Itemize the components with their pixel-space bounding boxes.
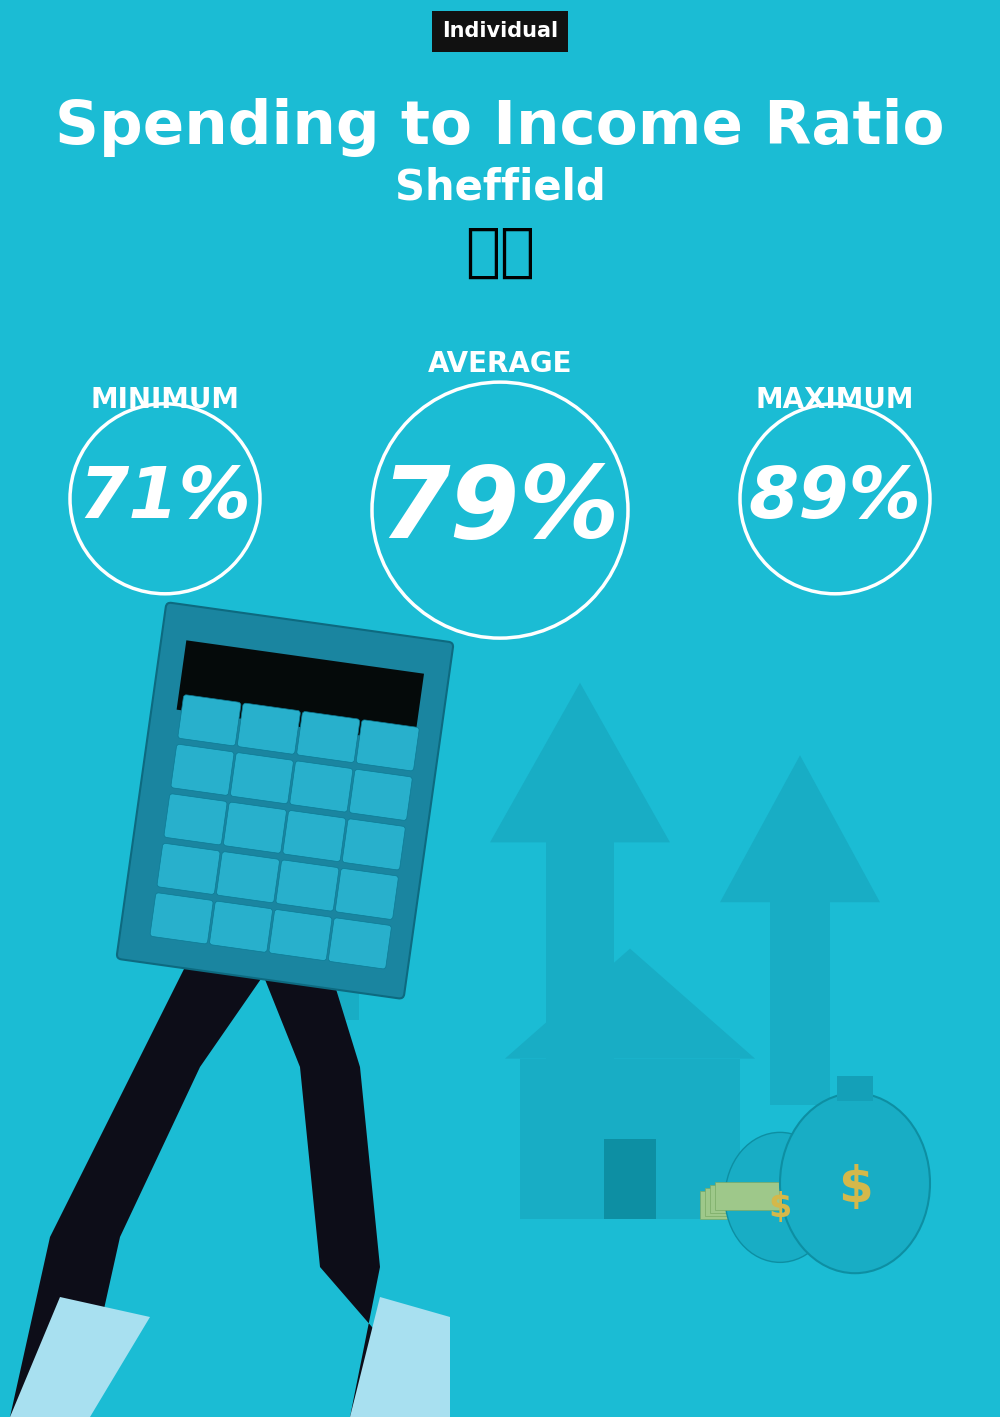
Polygon shape	[350, 1297, 450, 1417]
FancyBboxPatch shape	[290, 761, 353, 812]
Bar	[705, 1187, 805, 1216]
Bar	[302, 835, 358, 1020]
Polygon shape	[10, 867, 320, 1417]
Text: Individual: Individual	[442, 21, 558, 41]
Bar	[715, 1182, 815, 1210]
Bar	[710, 1185, 810, 1213]
Text: $: $	[838, 1165, 872, 1212]
FancyBboxPatch shape	[356, 720, 419, 771]
FancyBboxPatch shape	[283, 811, 346, 862]
FancyBboxPatch shape	[342, 819, 405, 870]
Polygon shape	[10, 1297, 150, 1417]
FancyBboxPatch shape	[335, 869, 398, 920]
FancyBboxPatch shape	[117, 602, 453, 999]
FancyBboxPatch shape	[224, 802, 286, 853]
Text: 79%: 79%	[380, 462, 620, 558]
Text: MAXIMUM: MAXIMUM	[756, 385, 914, 414]
FancyBboxPatch shape	[157, 843, 220, 894]
Text: $: $	[768, 1190, 792, 1224]
FancyBboxPatch shape	[164, 794, 227, 845]
Text: 🇬🇧: 🇬🇧	[465, 224, 535, 281]
Polygon shape	[720, 755, 880, 903]
Text: Spending to Income Ratio: Spending to Income Ratio	[55, 98, 945, 157]
FancyBboxPatch shape	[276, 860, 339, 911]
FancyBboxPatch shape	[349, 769, 412, 820]
Text: MINIMUM: MINIMUM	[90, 385, 240, 414]
FancyBboxPatch shape	[269, 910, 332, 961]
Polygon shape	[505, 948, 755, 1058]
Bar	[520, 1058, 740, 1219]
Bar	[546, 842, 614, 1063]
FancyBboxPatch shape	[150, 893, 213, 944]
FancyBboxPatch shape	[171, 744, 234, 795]
Polygon shape	[490, 683, 670, 842]
Bar	[837, 1076, 873, 1101]
FancyBboxPatch shape	[210, 901, 272, 952]
FancyBboxPatch shape	[297, 711, 360, 762]
Text: AVERAGE: AVERAGE	[428, 350, 572, 378]
Bar	[700, 1190, 800, 1219]
Text: 89%: 89%	[749, 465, 921, 533]
Polygon shape	[255, 700, 405, 835]
FancyBboxPatch shape	[230, 752, 293, 803]
Text: 71%: 71%	[79, 465, 251, 533]
Ellipse shape	[780, 1093, 930, 1274]
Bar	[604, 1139, 656, 1219]
FancyBboxPatch shape	[178, 694, 241, 745]
FancyBboxPatch shape	[328, 918, 391, 969]
Bar	[177, 640, 424, 743]
Ellipse shape	[725, 1132, 835, 1263]
FancyBboxPatch shape	[237, 703, 300, 754]
Bar	[770, 903, 830, 1105]
Text: Sheffield: Sheffield	[395, 166, 605, 208]
FancyBboxPatch shape	[217, 852, 279, 903]
Polygon shape	[240, 897, 450, 1417]
